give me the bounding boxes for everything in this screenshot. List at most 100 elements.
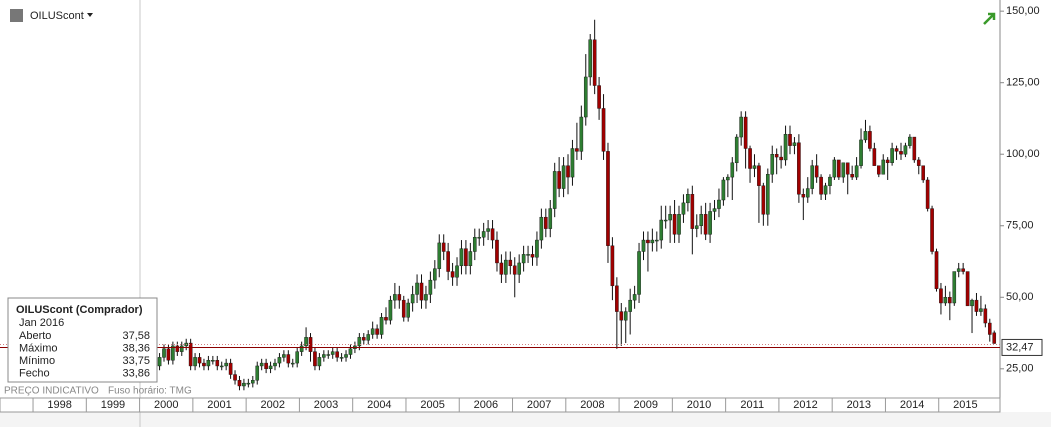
info-value: 37,58	[122, 330, 150, 342]
candle-body	[801, 194, 806, 198]
note: PREÇO INDICATIVO	[4, 386, 99, 397]
footer-strip	[0, 412, 1051, 427]
candle-body	[304, 337, 308, 347]
candle-body	[317, 357, 322, 367]
x-tick-label: 1998	[47, 399, 71, 411]
candle-body	[628, 299, 632, 312]
candle-body	[916, 159, 921, 166]
candle-body	[197, 357, 202, 364]
info-box: OILUScont (Comprador) Jan 2016 Aberto 37,…	[7, 297, 158, 383]
candle-body	[264, 362, 268, 370]
candle-body	[837, 159, 841, 178]
candle-body	[686, 194, 690, 204]
x-axis-strip	[0, 397, 1001, 413]
y-tick-label: 25,00	[1006, 363, 1034, 375]
candle-body	[490, 228, 495, 241]
candle-body	[379, 317, 384, 335]
candle-body	[535, 239, 539, 258]
candle-body	[823, 185, 828, 195]
candle-body	[672, 214, 677, 235]
candle-body	[570, 148, 575, 178]
dropdown-arrow[interactable]	[87, 13, 93, 17]
candle-body	[224, 362, 228, 367]
candle-body	[748, 148, 752, 169]
candle-body	[433, 268, 437, 281]
candle-body	[233, 374, 237, 381]
x-tick-label: 2008	[580, 399, 604, 411]
candles	[140, 19, 997, 391]
candle-body	[179, 345, 184, 352]
candle-body	[952, 271, 957, 304]
info-value: 38,36	[122, 342, 150, 354]
candle-body	[930, 208, 934, 252]
candle-body	[517, 262, 521, 275]
candle-body	[632, 294, 637, 301]
candle-body	[881, 159, 886, 175]
last-price-box	[1001, 338, 1043, 356]
candle-body	[388, 299, 393, 321]
candle-body	[242, 382, 246, 387]
candle-body	[171, 345, 175, 361]
candle-body	[428, 279, 433, 295]
candle-body	[646, 239, 650, 244]
info-period: Jan 2016	[19, 317, 64, 329]
candle-body	[739, 116, 743, 138]
candle-body	[810, 165, 815, 189]
candle-body	[370, 328, 375, 335]
candle-body	[987, 322, 992, 335]
info-title: OILUScont (Comprador)	[16, 304, 143, 316]
candle-body	[330, 351, 335, 355]
candle-body	[397, 294, 402, 301]
candle-body	[814, 165, 819, 178]
candle-body	[464, 248, 468, 267]
candle-body	[703, 214, 708, 235]
candle-body	[521, 254, 526, 264]
candle-body	[734, 136, 739, 164]
candle-body	[770, 154, 775, 175]
candle-body	[419, 282, 424, 301]
candle-body	[548, 208, 553, 229]
candle-body	[206, 360, 211, 367]
candle-body	[783, 133, 788, 161]
y-tick-label: 100,00	[1006, 148, 1040, 160]
candle-body	[890, 148, 894, 164]
x-tick-label: 2003	[314, 399, 338, 411]
y-tick-label: 75,00	[1006, 220, 1034, 232]
candle-body	[961, 268, 965, 272]
candle-body	[650, 239, 655, 244]
candle-body	[357, 337, 362, 347]
y-tick-label: 125,00	[1006, 77, 1040, 89]
symbol[interactable]: OILUScont	[30, 10, 84, 22]
candle-body	[401, 299, 406, 318]
candle-body	[410, 294, 415, 304]
candle-body	[424, 294, 428, 301]
x-tick-label: 2005	[420, 399, 444, 411]
candle-body	[162, 348, 166, 358]
candle-body	[699, 214, 704, 226]
candle-body	[757, 165, 761, 186]
candle-body	[552, 171, 557, 209]
candle-body	[726, 176, 730, 181]
candle-body	[544, 216, 548, 229]
candle-body	[348, 348, 353, 355]
candle-body	[615, 285, 619, 312]
candle-body	[188, 342, 193, 367]
candle-body	[819, 176, 823, 195]
candle-body	[526, 254, 530, 256]
candle-body	[566, 165, 570, 178]
x-tick-label: 2001	[207, 399, 231, 411]
candle-body	[282, 354, 286, 358]
candle-body	[592, 39, 597, 86]
candle-body	[712, 208, 717, 212]
candle-body	[250, 380, 255, 384]
candle-body	[850, 174, 854, 178]
x-tick-label: 2015	[953, 399, 977, 411]
candle-body	[575, 148, 579, 152]
candle-body	[637, 251, 641, 295]
x-tick-label: 2011	[740, 399, 764, 411]
candle-body	[659, 219, 664, 241]
candle-body	[788, 133, 792, 146]
info-label: Fecho	[19, 367, 50, 379]
x-tick-label: 2004	[367, 399, 391, 411]
